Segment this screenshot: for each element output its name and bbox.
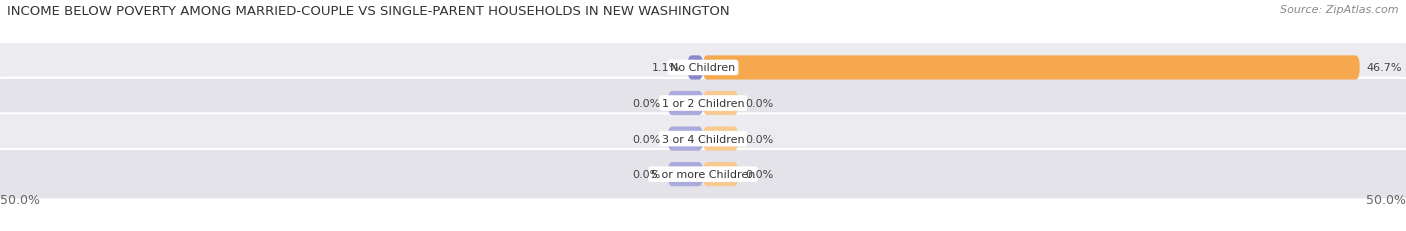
FancyBboxPatch shape [688, 56, 703, 80]
FancyBboxPatch shape [668, 162, 703, 186]
FancyBboxPatch shape [703, 56, 1360, 80]
Text: 0.0%: 0.0% [633, 134, 661, 144]
FancyBboxPatch shape [0, 114, 1406, 164]
Text: 3 or 4 Children: 3 or 4 Children [662, 134, 744, 144]
FancyBboxPatch shape [668, 127, 703, 151]
Text: No Children: No Children [671, 63, 735, 73]
Text: 50.0%: 50.0% [0, 193, 39, 206]
Text: 0.0%: 0.0% [745, 99, 773, 109]
FancyBboxPatch shape [0, 43, 1406, 93]
Text: 0.0%: 0.0% [633, 99, 661, 109]
Text: 0.0%: 0.0% [745, 169, 773, 179]
FancyBboxPatch shape [668, 91, 703, 116]
Text: Source: ZipAtlas.com: Source: ZipAtlas.com [1281, 5, 1399, 15]
FancyBboxPatch shape [703, 91, 738, 116]
FancyBboxPatch shape [0, 149, 1406, 200]
Text: 1 or 2 Children: 1 or 2 Children [662, 99, 744, 109]
Text: 0.0%: 0.0% [745, 134, 773, 144]
Text: 5 or more Children: 5 or more Children [651, 169, 755, 179]
Text: INCOME BELOW POVERTY AMONG MARRIED-COUPLE VS SINGLE-PARENT HOUSEHOLDS IN NEW WAS: INCOME BELOW POVERTY AMONG MARRIED-COUPL… [7, 5, 730, 18]
Text: 46.7%: 46.7% [1367, 63, 1402, 73]
FancyBboxPatch shape [703, 127, 738, 151]
FancyBboxPatch shape [0, 78, 1406, 129]
Text: 1.1%: 1.1% [652, 63, 681, 73]
Text: 50.0%: 50.0% [1367, 193, 1406, 206]
Text: 0.0%: 0.0% [633, 169, 661, 179]
FancyBboxPatch shape [703, 162, 738, 186]
